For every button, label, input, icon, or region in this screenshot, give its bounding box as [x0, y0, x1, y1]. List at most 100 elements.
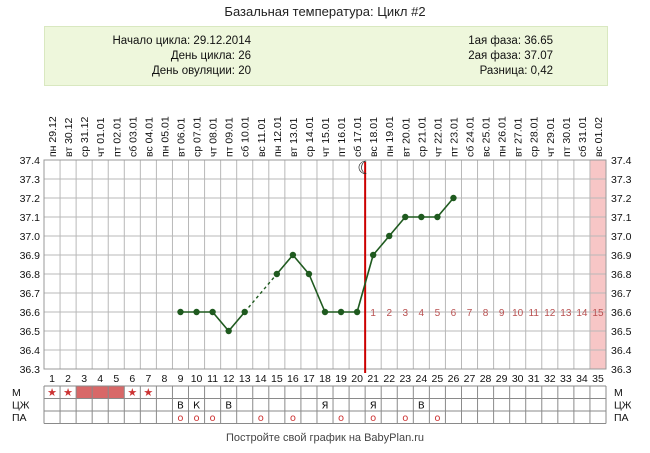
x-tick-label: вт 13.01	[288, 117, 300, 157]
row-cell-value: o	[177, 413, 183, 424]
row-cell-value: o	[210, 413, 216, 424]
row-cell-value: К	[193, 401, 200, 412]
day-number: 4	[97, 373, 103, 385]
day-number: 5	[113, 373, 119, 385]
x-tick-label: вс 25.01	[481, 117, 493, 157]
temp-point	[434, 213, 441, 221]
temp-point	[402, 213, 409, 221]
menstruation-cell	[76, 386, 93, 399]
y-tick-right: 37.4	[611, 155, 632, 167]
y-tick-left: 37.4	[20, 155, 41, 167]
phase2-temp: 2ая фаза: 37.07	[468, 50, 553, 62]
star-icon: ★	[127, 386, 137, 399]
row-cell-value: o	[434, 413, 440, 424]
y-tick-right: 37.0	[611, 231, 632, 243]
day-number: 29	[496, 373, 508, 385]
x-tick-label: ср 28.01	[529, 117, 541, 157]
temp-line-segment	[276, 254, 294, 275]
x-tick-label: ср 31.12	[79, 117, 91, 157]
cycle-start: Начало цикла: 29.12.2014	[112, 35, 252, 47]
temp-point	[353, 308, 361, 316]
postovulation-day-label: 5	[435, 308, 441, 319]
temp-point	[321, 308, 329, 316]
temp-line-segment	[308, 273, 326, 313]
menstruation-cell	[108, 386, 125, 399]
day-number: 6	[129, 373, 135, 385]
day-number: 15	[271, 373, 283, 385]
day-number: 32	[544, 373, 556, 385]
y-tick-right: 36.3	[611, 364, 632, 376]
day-number: 16	[287, 373, 299, 385]
postovulation-day-label: 1	[370, 308, 376, 319]
star-icon: ★	[47, 386, 57, 399]
x-tick-label: ср 21.01	[416, 117, 428, 157]
y-tick-left: 36.5	[20, 326, 41, 338]
day-number: 1	[49, 373, 55, 385]
y-tick-left: 37.2	[20, 193, 41, 205]
y-tick-left: 37.0	[20, 231, 41, 243]
y-tick-left: 37.3	[20, 174, 41, 186]
y-tick-left: 36.8	[20, 269, 41, 281]
temp-point	[289, 251, 297, 259]
x-tick-label: сб 03.01	[127, 116, 139, 157]
ovulation-moon-icon: ☾	[357, 158, 373, 179]
day-number: 13	[239, 373, 251, 385]
postovulation-day-label: 4	[419, 308, 425, 319]
temp-line-segment	[228, 311, 246, 332]
temp-point	[241, 308, 248, 316]
y-tick-left: 36.3	[20, 364, 41, 376]
x-tick-label: пн 29.12	[47, 116, 59, 157]
day-number: 9	[178, 373, 184, 385]
day-number: 2	[65, 373, 71, 385]
day-number: 23	[399, 373, 411, 385]
y-tick-right: 36.5	[611, 326, 632, 338]
day-number: 7	[145, 373, 151, 385]
day-number: 3	[81, 373, 87, 385]
day-number: 8	[162, 373, 168, 385]
row-cell-value: Я	[322, 401, 329, 412]
temp-point	[177, 308, 184, 316]
x-tick-label: пт 16.01	[336, 117, 348, 157]
postovulation-day-label: 11	[529, 308, 540, 319]
x-tick-label: вт 06.01	[175, 117, 187, 157]
day-number: 21	[367, 373, 379, 385]
x-tick-label: чт 22.01	[432, 117, 444, 157]
x-tick-label: пн 19.01	[384, 116, 396, 157]
star-icon: ★	[63, 386, 73, 399]
x-tick-label: пн 12.01	[272, 116, 284, 157]
row-label-right: ЦЖ	[614, 400, 632, 412]
day-number: 14	[255, 373, 267, 385]
x-tick-label: пт 09.01	[224, 117, 236, 157]
y-tick-left: 37.1	[20, 212, 41, 224]
postovulation-day-label: 15	[592, 308, 604, 319]
x-tick-label: вт 30.12	[63, 117, 75, 157]
row-cell-value: В	[177, 401, 184, 412]
postovulation-day-label: 7	[467, 308, 473, 319]
y-tick-right: 36.8	[611, 269, 632, 281]
x-tick-label: чт 29.01	[545, 117, 557, 157]
x-tick-label: вт 27.01	[513, 117, 525, 157]
day-number: 27	[464, 373, 476, 385]
temp-line-segment	[372, 235, 390, 256]
x-tick-label: вс 11.01	[256, 118, 268, 157]
x-tick-label: чт 15.01	[320, 117, 332, 157]
row-cell-value: o	[402, 413, 408, 424]
row-cell-value: В	[418, 401, 425, 412]
y-tick-right: 36.9	[611, 250, 632, 262]
x-tick-label: пн 05.01	[159, 116, 171, 157]
menstruation-cell	[92, 386, 109, 399]
postovulation-day-label: 14	[576, 308, 588, 319]
day-number: 24	[415, 373, 427, 385]
row-cell-value: o	[338, 413, 344, 424]
y-tick-left: 36.4	[20, 345, 41, 357]
day-number: 30	[512, 373, 524, 385]
day-number: 35	[592, 373, 604, 385]
temp-point	[273, 270, 281, 278]
temp-line-segment	[292, 254, 310, 275]
temp-line-segment	[388, 216, 406, 237]
postovulation-day-label: 6	[451, 308, 457, 319]
x-tick-label: пт 30.01	[561, 117, 573, 157]
x-tick-label: пн 26.01	[497, 116, 509, 157]
day-number: 11	[207, 373, 218, 385]
